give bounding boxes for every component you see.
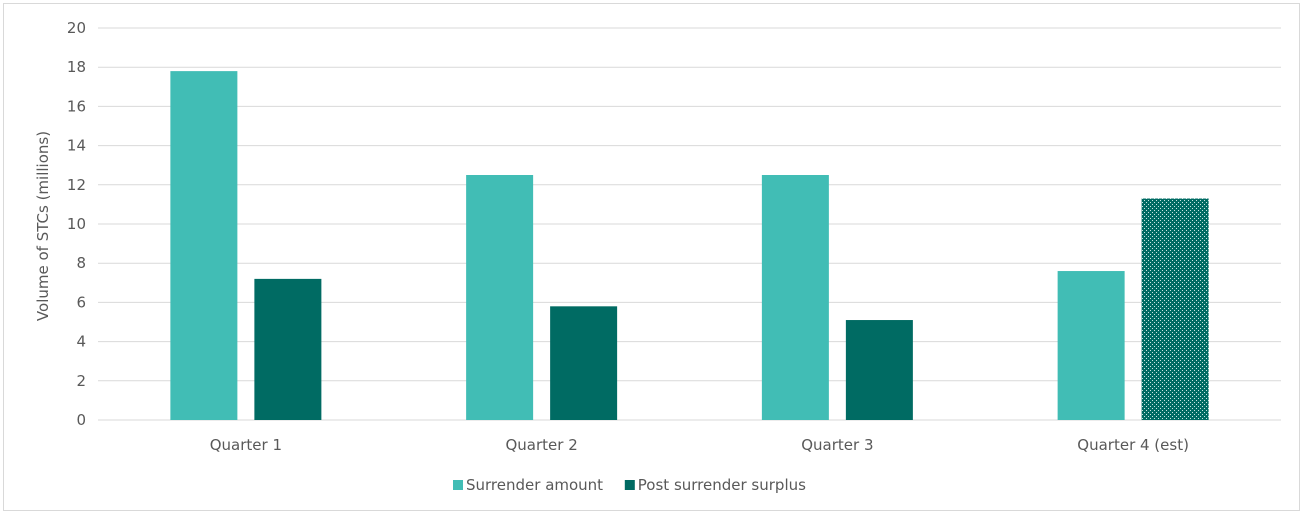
- y-tick-label: 14: [67, 137, 86, 155]
- legend: Surrender amount Post surrender surplus: [453, 476, 806, 494]
- bar-surrender-amount: [466, 175, 534, 420]
- legend-label: Post surrender surplus: [638, 476, 806, 494]
- legend-swatch: [624, 480, 635, 490]
- bar-surrender-amount: [1057, 271, 1125, 420]
- y-tick-label: 20: [67, 19, 86, 37]
- y-tick-label: 4: [76, 333, 86, 351]
- bar-surrender-amount: [761, 175, 829, 420]
- y-tick-label: 18: [67, 58, 86, 76]
- y-tick-label: 6: [76, 293, 86, 311]
- y-tick-label: 0: [76, 411, 86, 429]
- y-tick-label: 8: [76, 254, 86, 272]
- bar-surrender-amount: [170, 71, 238, 421]
- bar-post-surrender-surplus: [254, 278, 322, 420]
- legend-label: Surrender amount: [466, 476, 603, 494]
- x-category-label: Quarter 3: [801, 436, 873, 454]
- x-category-label: Quarter 4 (est): [1077, 436, 1189, 454]
- y-tick-label: 10: [67, 215, 86, 233]
- y-tick-label: 16: [67, 97, 86, 115]
- bars: [170, 71, 1209, 421]
- y-tick-label: 2: [76, 372, 86, 390]
- x-category-label: Quarter 2: [505, 436, 577, 454]
- x-axis-category-labels: Quarter 1 Quarter 2 Quarter 3 Quarter 4 (es…: [210, 436, 1189, 454]
- bar-post-surrender-surplus: [1141, 198, 1209, 420]
- x-category-label: Quarter 1: [210, 436, 282, 454]
- legend-swatch: [453, 480, 463, 490]
- y-tick-label: 12: [67, 176, 86, 194]
- y-axis-tick-labels: 0 2 4 6 8 10 12 14 16 18 20: [67, 19, 86, 429]
- bar-post-surrender-surplus: [550, 306, 618, 420]
- bar-post-surrender-surplus: [845, 320, 913, 420]
- y-axis-title: Volume of STCs (millions): [34, 131, 52, 321]
